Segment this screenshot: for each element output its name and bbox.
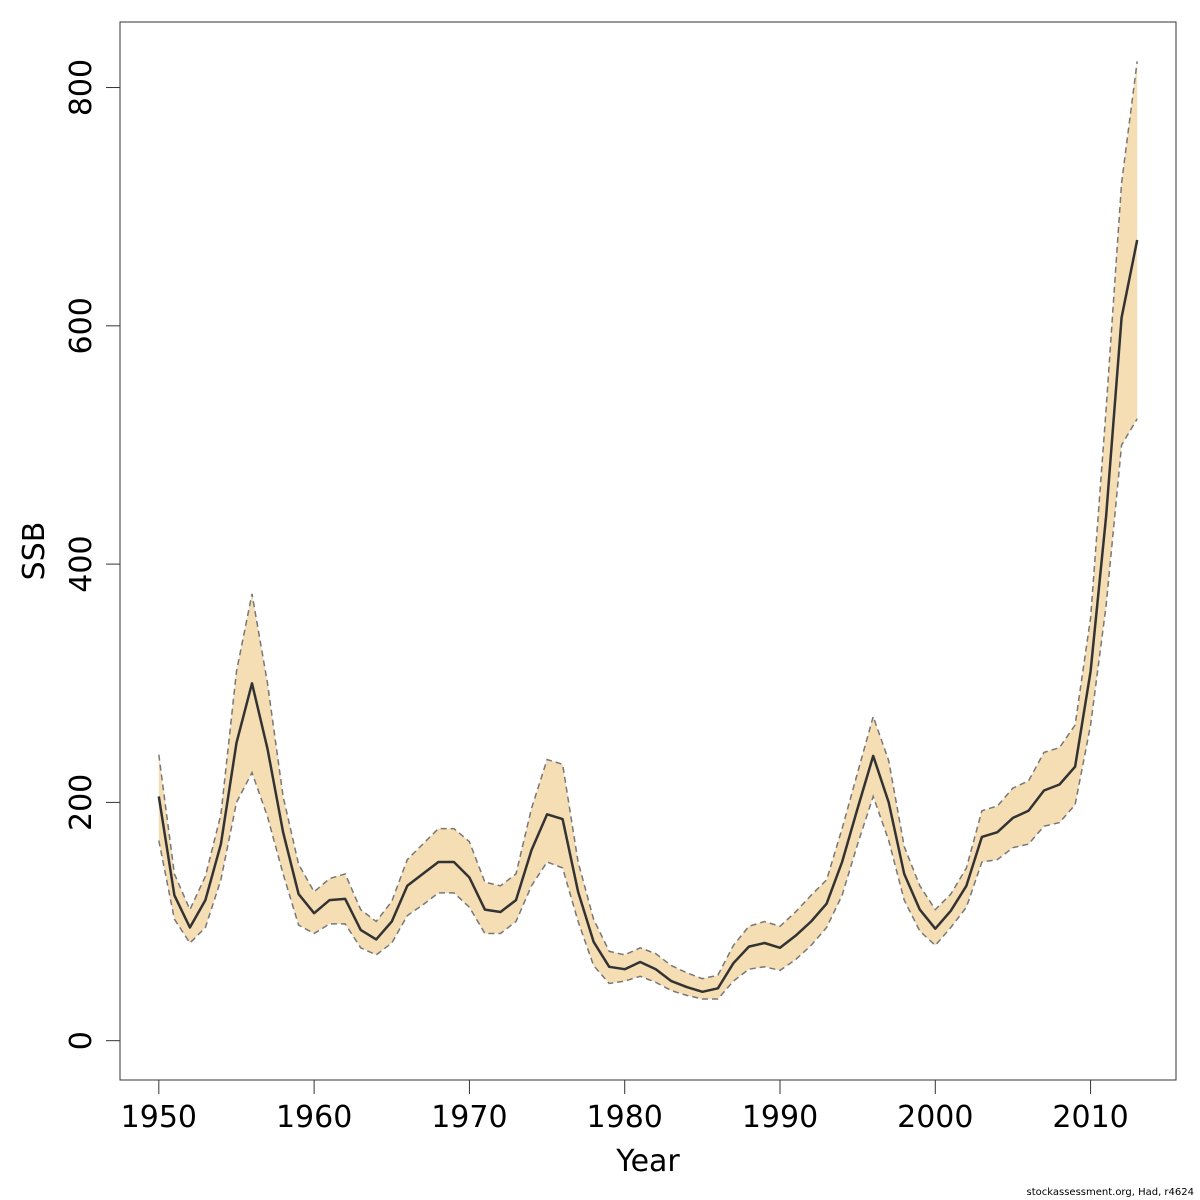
footnote: stockassessment.org, Had, r4624 bbox=[1026, 1187, 1195, 1198]
plot-area bbox=[119, 21, 1177, 1081]
x-tick-label: 1950 bbox=[121, 1100, 197, 1135]
y-axis-title: SSB bbox=[17, 522, 52, 581]
x-tick-label: 2000 bbox=[897, 1100, 973, 1135]
series-lines bbox=[157, 61, 1139, 1000]
series-upper-bound bbox=[158, 61, 1138, 980]
y-axis: 0 200 400 600 800 bbox=[64, 59, 121, 1050]
x-axis-title: Year bbox=[615, 1144, 680, 1179]
series-estimate-line bbox=[157, 239, 1139, 994]
x-tick-label: 1970 bbox=[431, 1100, 507, 1135]
x-tick-label: 2010 bbox=[1052, 1100, 1128, 1135]
x-axis: 1950 1960 1970 1980 1990 2000 2010 bbox=[121, 1079, 1129, 1135]
y-tick-label: 600 bbox=[64, 297, 99, 354]
y-tick-label: 200 bbox=[64, 774, 99, 831]
x-tick-label: 1980 bbox=[587, 1100, 663, 1135]
x-tick-label: 1960 bbox=[276, 1100, 352, 1135]
y-tick-label: 0 bbox=[64, 1031, 99, 1050]
series-lower-bound bbox=[158, 418, 1138, 1000]
y-tick-label: 800 bbox=[64, 59, 99, 116]
y-tick-label: 400 bbox=[64, 535, 99, 592]
x-tick-label: 1990 bbox=[742, 1100, 818, 1135]
